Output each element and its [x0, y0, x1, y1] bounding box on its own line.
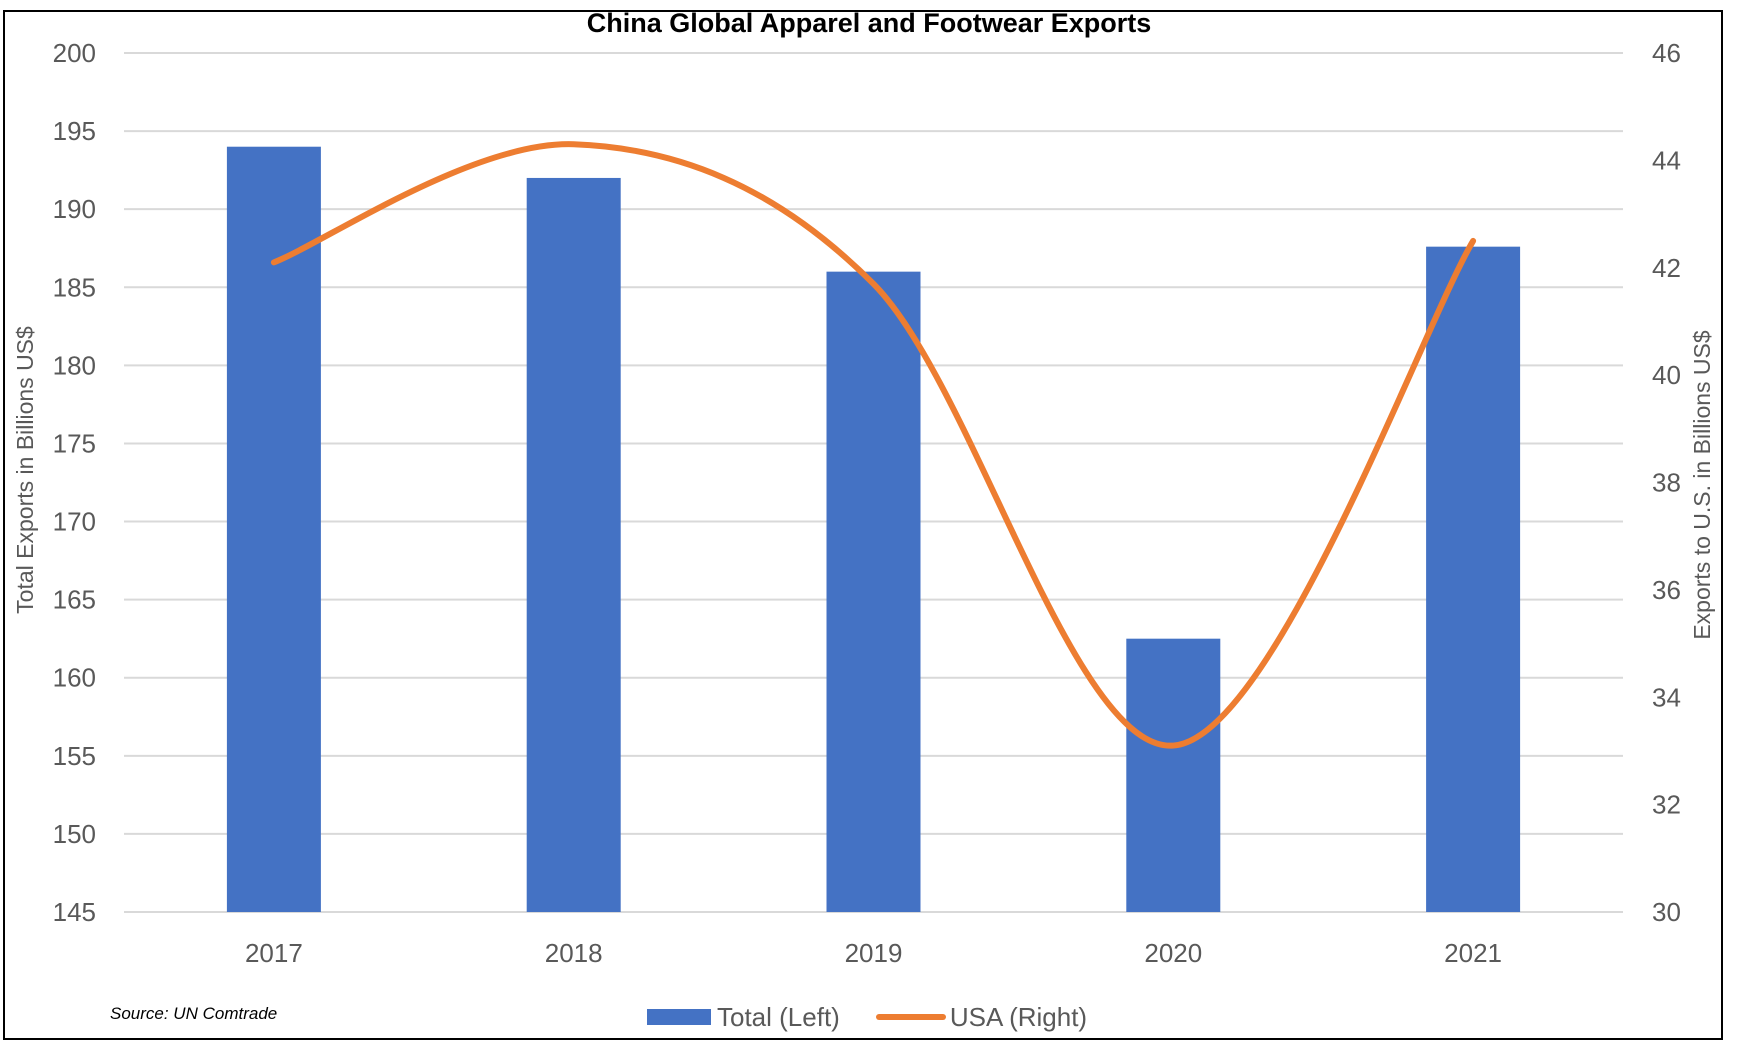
chart-frame: [3, 10, 1723, 1040]
left-tick-label: 170: [53, 507, 96, 537]
legend: Total (Left) USA (Right): [647, 1000, 1123, 1034]
left-axis-ticks: 200 195 190 185 180 175 170 165 160 155 150 145: [53, 38, 96, 927]
left-tick-label: 195: [53, 116, 96, 146]
left-tick-label: 175: [53, 428, 96, 458]
left-axis-title: Total Exports in Billions US$: [12, 326, 38, 614]
bar-swatch-icon: [647, 1009, 711, 1025]
right-tick-label: 32: [1652, 790, 1681, 820]
x-tick-label: 2017: [245, 938, 303, 968]
line-series-usa: [270, 141, 1477, 749]
left-tick-label: 185: [53, 272, 96, 302]
legend-label-usa: USA (Right): [949, 1001, 1088, 1032]
legend-item-usa: USA (Right): [875, 1001, 1088, 1033]
source-note: Source: UN Comtrade: [110, 1004, 278, 1023]
left-tick-label: 150: [53, 819, 96, 849]
right-tick-label: 46: [1652, 38, 1681, 68]
x-tick-label: 2021: [1444, 938, 1502, 968]
left-tick-label: 155: [53, 741, 96, 771]
right-tick-label: 42: [1652, 253, 1681, 283]
right-axis-title: Exports to U.S. in Billions US$: [1689, 330, 1715, 640]
chart-title: China Global Apparel and Footwear Export…: [586, 8, 1152, 38]
left-tick-label: 200: [53, 38, 96, 68]
right-axis-ticks: 46 44 42 40 38 36 34 32 30: [1652, 38, 1681, 927]
x-axis-labels: 2017 2018 2019 2020 2021: [245, 938, 1502, 968]
left-tick-label: 145: [53, 897, 96, 927]
bar-2017: [226, 146, 321, 912]
bar-2019: [826, 271, 921, 912]
left-tick-label: 165: [53, 585, 96, 615]
x-tick-label: 2019: [845, 938, 903, 968]
left-tick-label: 180: [53, 350, 96, 380]
right-tick-label: 34: [1652, 682, 1681, 712]
legend-label-total: Total (Left): [717, 1001, 840, 1032]
bar-2020: [1126, 638, 1221, 912]
right-tick-label: 44: [1652, 145, 1681, 175]
left-tick-label: 160: [53, 663, 96, 693]
bar-series-total: [226, 146, 1521, 913]
right-tick-label: 36: [1652, 575, 1681, 605]
bar-2021: [1426, 246, 1521, 912]
legend-item-total: Total (Left): [647, 1002, 840, 1033]
x-tick-label: 2018: [545, 938, 603, 968]
bar-2018: [526, 177, 621, 913]
line-swatch-icon: [875, 1014, 946, 1020]
left-tick-label: 190: [53, 194, 96, 224]
x-tick-label: 2020: [1144, 938, 1202, 968]
right-tick-label: 30: [1652, 897, 1681, 927]
right-tick-label: 40: [1652, 360, 1681, 390]
right-tick-label: 38: [1652, 468, 1681, 498]
